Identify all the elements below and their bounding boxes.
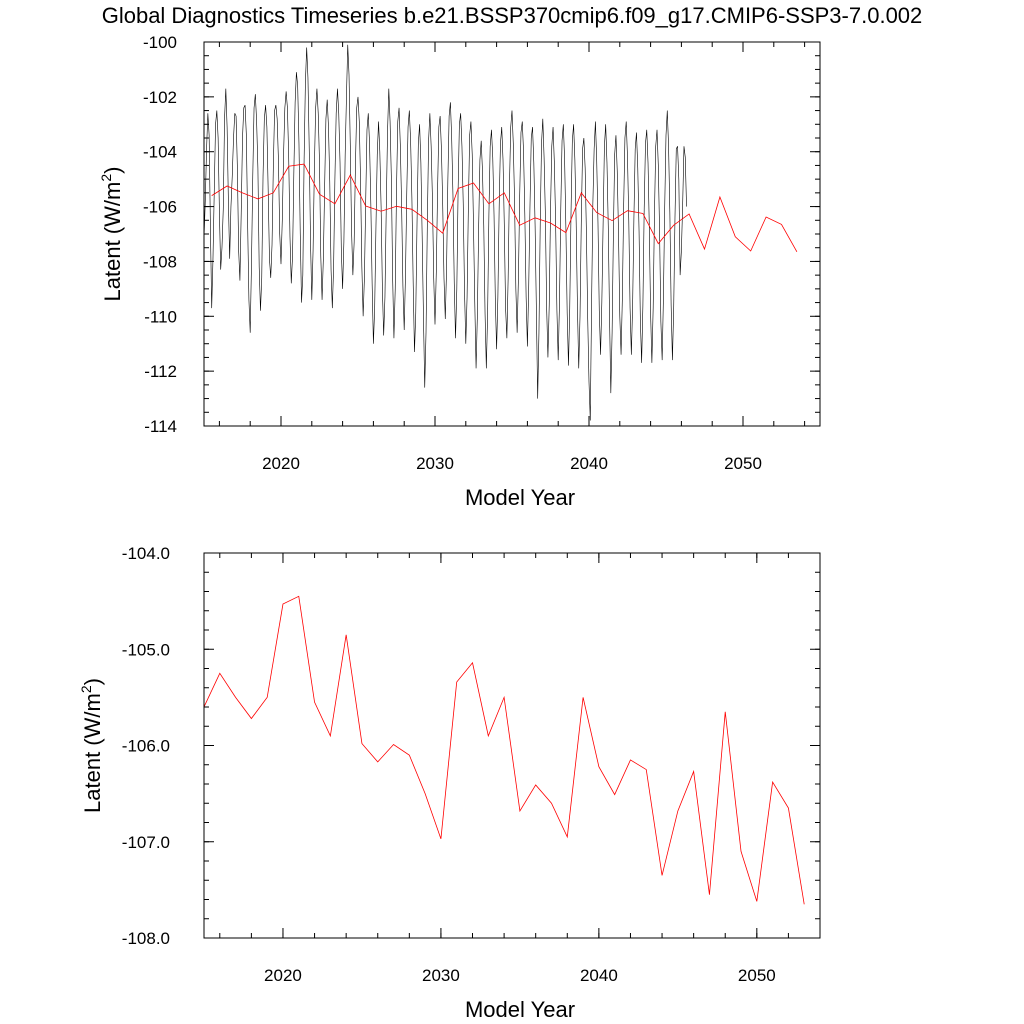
x-tick-label: 2020 [262, 454, 300, 473]
y-axis-label-superscript: 2 [78, 685, 94, 693]
x-axis-label: Model Year [465, 997, 575, 1022]
y-axis-label-main: Latent (W/m [100, 182, 125, 302]
y-axis-label: Latent (W/m2) [98, 167, 125, 302]
y-tick-label: -110 [144, 307, 177, 326]
x-tick-label: 2050 [724, 454, 762, 473]
y-tick-label: -102 [143, 88, 177, 107]
series-line-monthly [204, 44, 687, 421]
y-tick-label: -114 [144, 417, 177, 436]
y-axis-label-main: Latent (W/m [80, 693, 105, 813]
x-tick-label: 2030 [422, 966, 460, 985]
plot-frame [203, 41, 821, 427]
x-axis-label: Model Year [465, 485, 575, 510]
y-axis-label-close: ) [100, 167, 125, 174]
top-panel-latent-monthly: 2020 2030 2040 2050 -100 -102 -104 -106 -108 -110… [98, 33, 821, 510]
figure-title: Global Diagnostics Timeseries b.e21.BSSP… [102, 3, 923, 28]
x-tick-label: 2020 [264, 966, 302, 985]
y-tick-label: -106.0 [122, 737, 170, 756]
y-axis-label-superscript: 2 [98, 174, 114, 182]
x-tick-label: 2030 [416, 454, 454, 473]
y-tick-label: -105.0 [122, 640, 170, 659]
y-tick-label: -100 [143, 33, 177, 52]
x-tick-label: 2050 [738, 966, 776, 985]
series-line-annual [211, 163, 798, 253]
series-line-annual [204, 595, 805, 905]
y-tick-label: -108 [143, 252, 177, 271]
y-tick-label: -108.0 [122, 929, 170, 948]
plot-frame [203, 552, 821, 939]
y-axis-label-close: ) [80, 678, 105, 685]
y-tick-label: -112 [144, 362, 177, 381]
y-axis-label: Latent (W/m2) [78, 678, 105, 813]
y-tick-label: -104.0 [122, 544, 170, 563]
bottom-panel-latent-annual: 2020 2030 2040 2050 -104.0 -105.0 -106.0 -107.0… [78, 544, 821, 1022]
x-tick-label: 2040 [580, 966, 618, 985]
y-tick-label: -106 [143, 198, 177, 217]
y-tick-label: -107.0 [122, 833, 170, 852]
x-tick-label: 2040 [570, 454, 608, 473]
y-tick-label: -104 [143, 143, 177, 162]
